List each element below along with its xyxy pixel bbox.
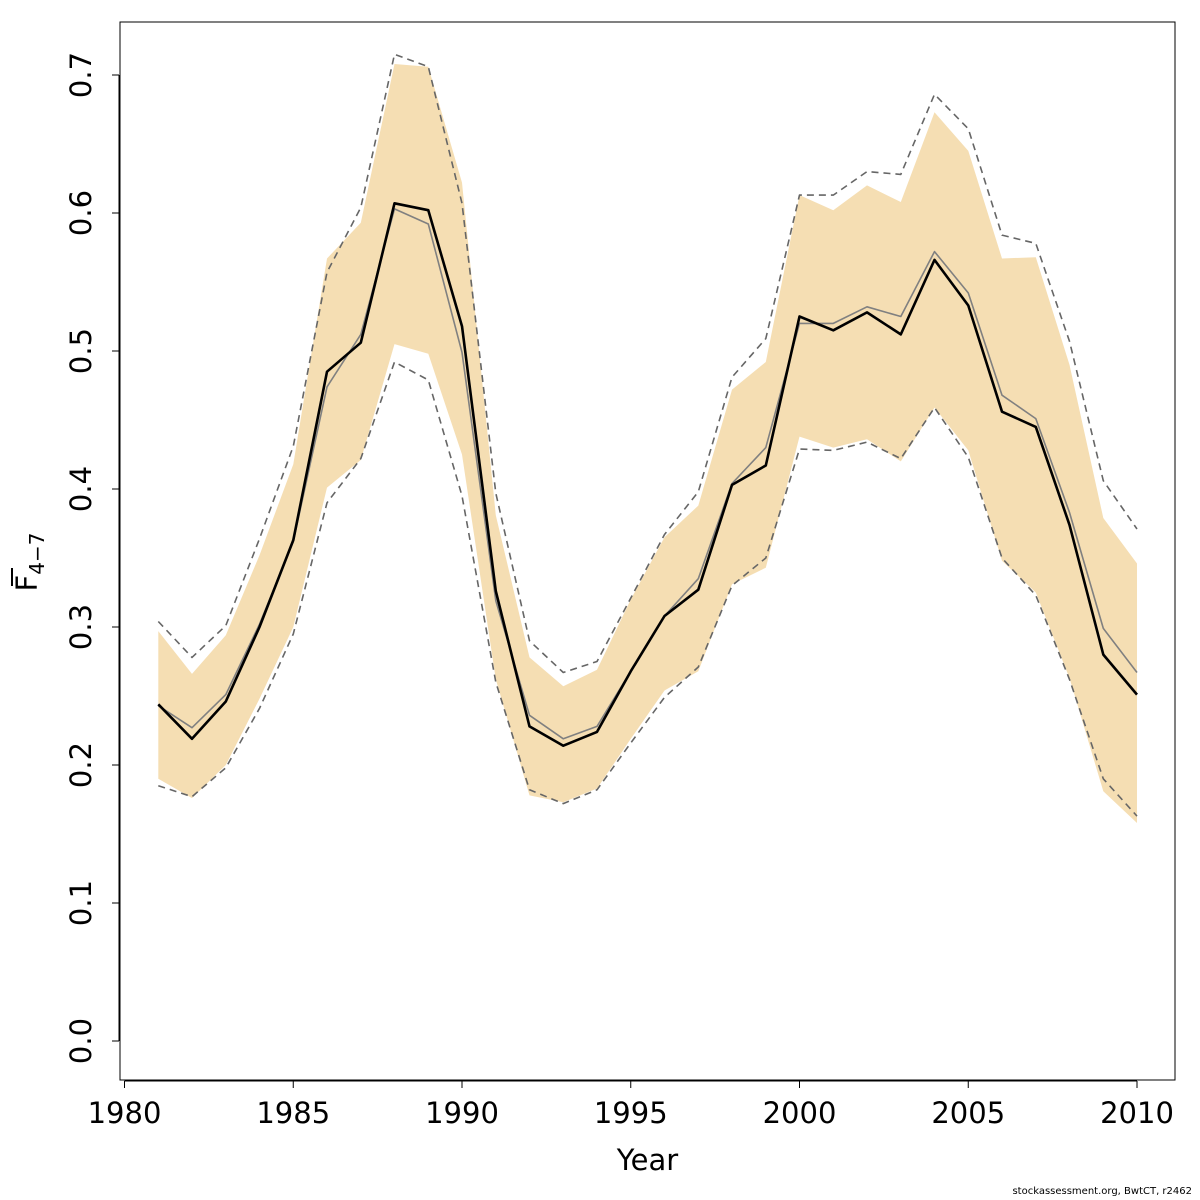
y-tick-label: 0.6 [64,190,98,236]
plot-area [157,53,1138,823]
y-axis-title: F4−7 [10,533,49,592]
y-tick-label: 0.4 [64,466,98,512]
x-tick-label: 2010 [1100,1096,1174,1130]
confidence-band [158,64,1138,823]
x-tick-label: 1995 [594,1096,668,1130]
x-tick-label: 1990 [425,1096,499,1130]
x-tick-label: 2000 [763,1096,837,1130]
y-tick-label: 0.0 [64,1018,98,1064]
series-upper-dashed [157,53,1138,674]
y-tick-label: 0.1 [64,880,98,926]
y-tick-label: 0.3 [64,604,98,650]
footer-credit: stockassessment.org, BwtCT, r2462 [1012,1186,1192,1197]
y-tick-label: 0.5 [64,328,98,374]
y-axis-title-subscript: 4−7 [25,533,49,575]
series-main-line [157,202,1138,748]
y-tick-label: 0.2 [64,742,98,788]
x-tick-label: 1985 [256,1096,330,1130]
x-tick-label: 1980 [88,1096,162,1130]
y-tick-label: 0.7 [64,52,98,98]
y-axis-title-base: F [10,575,44,592]
svg-text:F4−7: F4−7 [10,533,49,592]
series-lower-dashed [158,361,1138,817]
y-axis: 0.0 0.1 0.2 0.3 0.4 0.5 0.6 0.7 [64,52,120,1064]
x-axis: 1980 1985 1990 1995 2000 2005 2010 [88,1080,1174,1130]
x-axis-title: Year [616,1143,678,1177]
plot-frame [119,21,1176,1081]
x-tick-label: 2005 [931,1096,1005,1130]
